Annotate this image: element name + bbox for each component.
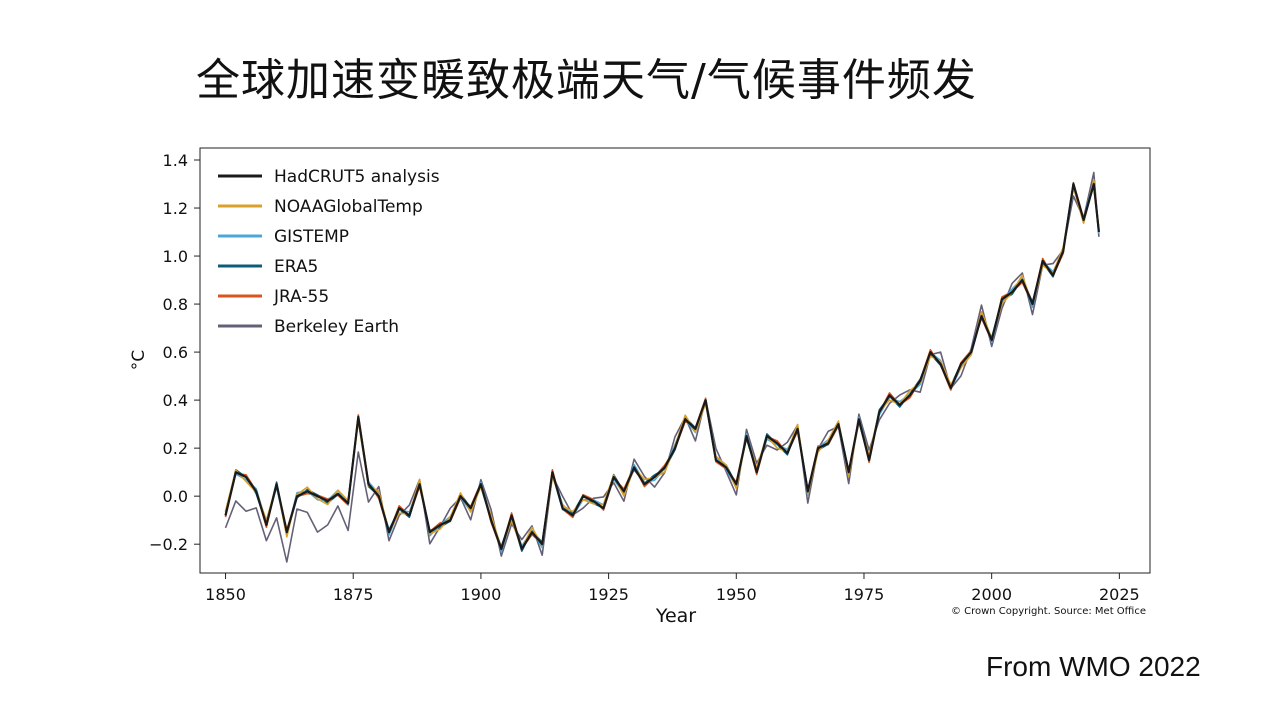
legend-label: GISTEMP — [274, 227, 349, 247]
x-tick-label: 1875 — [333, 585, 374, 604]
x-tick-label: 2025 — [1099, 585, 1140, 604]
y-tick-label: −0.2 — [149, 535, 188, 554]
slide-title: 全球加速变暖致极端天气/气候事件频发 — [196, 55, 977, 106]
legend: HadCRUT5 analysis NOAAGlobalTemp GISTEMP ER… — [218, 167, 440, 337]
plot-frame — [199, 147, 1151, 574]
series-line-gistemp — [224, 179, 1100, 553]
series-line-berkeley-earth — [224, 171, 1100, 563]
plot-lines — [224, 171, 1100, 563]
y-axis-label: °C — [129, 350, 149, 370]
legend-label: JRA-55 — [273, 287, 329, 307]
x-tick-label: 2000 — [971, 585, 1012, 604]
x-tick-label: 1925 — [588, 585, 629, 604]
x-tick-label: 1850 — [205, 585, 246, 604]
source-note: From WMO 2022 — [986, 651, 1201, 682]
legend-label: HadCRUT5 analysis — [274, 167, 440, 187]
chart-svg: −0.2 0.0 0.2 0.4 0.6 0.8 1.0 1.2 1.4 1850 1875 190… — [129, 147, 1151, 627]
legend-label: NOAAGlobalTemp — [274, 197, 423, 217]
y-tick-label: 0.2 — [163, 439, 188, 458]
y-tick-label: 1.2 — [163, 199, 188, 218]
series-line-hadcrut5-analysis — [224, 182, 1100, 551]
y-tick-label: 1.0 — [163, 247, 188, 266]
series-line-jra-55 — [224, 181, 1100, 551]
legend-label: ERA5 — [274, 257, 318, 277]
series-line-era5 — [224, 182, 1100, 552]
legend-label: Berkeley Earth — [274, 317, 399, 337]
y-tick-label: 0.6 — [163, 343, 188, 362]
y-tick-label: 1.4 — [163, 151, 188, 170]
x-tick-label: 1975 — [844, 585, 885, 604]
temperature-chart: −0.2 0.0 0.2 0.4 0.6 0.8 1.0 1.2 1.4 1850 1875 190… — [120, 140, 1180, 640]
x-axis: 1850 1875 1900 1925 1950 1975 2000 2025 — [205, 573, 1140, 604]
series-line-noaaglobaltemp — [224, 179, 1100, 550]
x-tick-label: 1900 — [461, 585, 502, 604]
copyright-note: © Crown Copyright. Source: Met Office — [951, 606, 1146, 617]
x-tick-label: 1950 — [716, 585, 757, 604]
y-tick-label: 0.4 — [163, 391, 188, 410]
x-axis-label: Year — [655, 605, 696, 627]
y-tick-label: 0.8 — [163, 295, 188, 314]
y-tick-label: 0.0 — [163, 487, 188, 506]
y-axis: −0.2 0.0 0.2 0.4 0.6 0.8 1.0 1.2 1.4 — [149, 151, 200, 554]
